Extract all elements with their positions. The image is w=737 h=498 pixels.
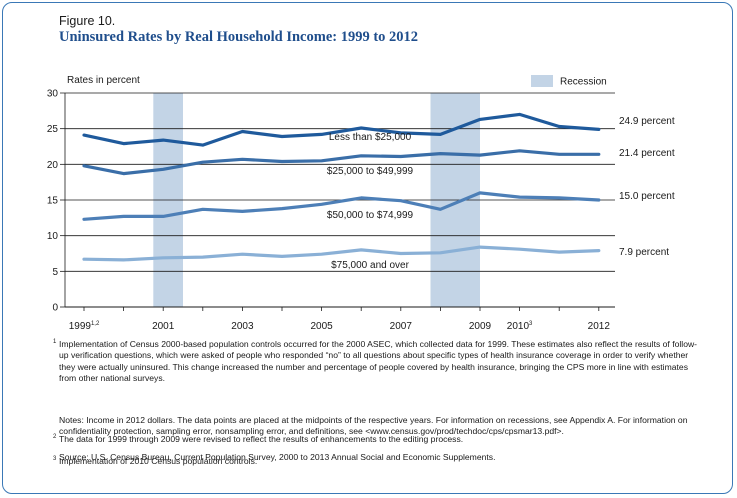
series-label: $25,000 to $49,999 (327, 166, 414, 177)
footnote-2-text: The data for 1999 through 2009 were revi… (59, 434, 464, 445)
x-tick-label: 2005 (310, 321, 333, 332)
x-tick-label: 19991,2 (69, 321, 100, 332)
y-tick-label: 0 (52, 303, 58, 314)
x-tick-label: 2012 (588, 321, 611, 332)
y-tick-label: 25 (47, 124, 59, 135)
recession-legend-label: Recession (560, 77, 607, 88)
series-end-label: 7.9 percent (619, 247, 669, 258)
footnote-3-mark: 3 (53, 456, 57, 463)
y-tick-label: 20 (47, 160, 59, 171)
chart: Recession Rates in percent 0 5 10 15 20 25 30 199… (47, 75, 675, 332)
y-tick-label: 15 (47, 196, 59, 207)
series-label: $75,000 and over (331, 260, 410, 271)
x-tick-label: 2009 (469, 321, 492, 332)
source-text: Source: U.S. Census Bureau, Current Popu… (59, 452, 496, 462)
x-tick-label: 2007 (390, 321, 413, 332)
series-lines (82, 112, 601, 262)
figure-title: Uninsured Rates by Real Household Income… (59, 29, 419, 45)
figure-frame: Figure 10. Uninsured Rates by Real House… (2, 2, 733, 494)
y-axis-label: Rates in percent (67, 75, 140, 86)
series-end-label: 21.4 percent (619, 148, 675, 159)
footnote-2: 2 The data for 1999 through 2009 were re… (53, 434, 699, 445)
x-tick-label: 2001 (152, 321, 175, 332)
series-line (82, 149, 601, 176)
footnote-3: 3 Implementation of 2010 Census populati… (53, 456, 699, 467)
series-label: $50,000 to $74,999 (327, 210, 414, 221)
footnote-1-text: Implementation of Census 2000-based popu… (59, 339, 698, 383)
series-end-label: 15.0 percent (619, 191, 675, 202)
footnote-3-text: Implementation of 2010 Census population… (59, 456, 258, 467)
series-line (82, 191, 601, 221)
series-line (82, 245, 601, 262)
notes-text: Notes: Income in 2012 dollars. The data … (59, 415, 688, 437)
figure-number: Figure 10. (59, 14, 116, 28)
x-tick-label: 2003 (231, 321, 254, 332)
y-tick-label: 30 (47, 89, 59, 100)
series-label: Less than $25,000 (329, 132, 412, 143)
recession-legend-swatch (531, 75, 553, 87)
series-line (82, 112, 601, 147)
footnote-1-mark: 1 (53, 339, 57, 345)
chart-labels: Recession Rates in percent 0 5 10 15 20 25 30 199… (47, 75, 675, 332)
series-end-label: 24.9 percent (619, 116, 675, 127)
footnote-2-mark: 2 (53, 434, 57, 441)
x-tick-label: 20103 (507, 321, 533, 332)
footnote-1: 1 Implementation of Census 2000-based po… (53, 339, 699, 384)
y-tick-label: 5 (52, 267, 58, 278)
y-tick-label: 10 (47, 231, 59, 242)
